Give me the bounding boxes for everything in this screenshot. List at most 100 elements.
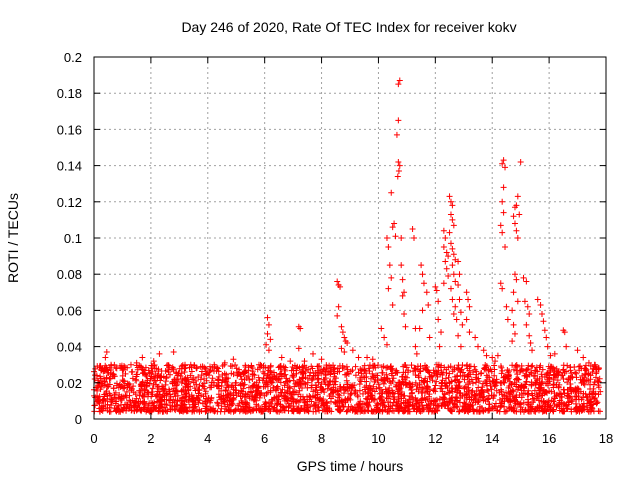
background-point: [449, 368, 456, 375]
background-point: [107, 370, 114, 377]
data-point: [445, 273, 452, 280]
background-point: [104, 384, 111, 391]
background-point: [568, 406, 575, 413]
data-point: [449, 262, 456, 269]
data-point: [591, 361, 598, 368]
background-point: [334, 368, 341, 375]
background-point: [472, 399, 479, 406]
data-point: [447, 211, 454, 218]
data-point: [499, 160, 506, 167]
data-point: [103, 349, 110, 356]
background-point: [133, 395, 140, 402]
background-point: [408, 362, 415, 369]
data-point: [338, 323, 345, 330]
data-point: [497, 280, 504, 287]
background-point: [502, 373, 509, 380]
background-point: [459, 362, 466, 369]
background-point: [280, 392, 287, 399]
background-point: [171, 403, 178, 410]
background-point: [553, 403, 560, 410]
background-point: [282, 371, 289, 378]
x-tick-label: 16: [542, 431, 556, 446]
background-point: [433, 378, 440, 385]
data-point: [595, 365, 602, 372]
background-point: [196, 382, 203, 389]
background-point: [222, 396, 229, 403]
background-point: [229, 401, 236, 408]
background-point: [240, 385, 247, 392]
background-point: [441, 380, 448, 387]
background-point: [507, 391, 514, 398]
data-point: [150, 358, 157, 365]
data-point: [182, 361, 189, 368]
background-point: [518, 404, 525, 411]
background-point: [583, 366, 590, 373]
background-point: [97, 386, 104, 393]
background-point: [588, 407, 595, 414]
background-point: [529, 392, 536, 399]
background-point: [239, 392, 246, 399]
data-point: [513, 202, 520, 209]
background-point: [208, 395, 215, 402]
background-point: [122, 392, 129, 399]
background-point: [584, 406, 591, 413]
background-point: [589, 393, 596, 400]
x-axis-label: GPS time / hours: [297, 458, 404, 474]
data-point: [433, 287, 440, 294]
background-point: [228, 402, 235, 409]
background-point: [218, 387, 225, 394]
y-tick-label: 0.2: [64, 50, 82, 65]
background-point: [496, 408, 503, 415]
background-point: [379, 407, 386, 414]
background-point: [221, 408, 228, 415]
data-point: [170, 349, 177, 356]
background-point: [531, 387, 538, 394]
background-point: [289, 372, 296, 379]
background-point: [432, 382, 439, 389]
background-point: [217, 396, 224, 403]
background-point: [315, 403, 322, 410]
data-point: [563, 343, 570, 350]
background-point: [530, 373, 537, 380]
background-point: [367, 393, 374, 400]
background-point: [515, 384, 522, 391]
background-point: [403, 381, 410, 388]
background-point: [121, 362, 128, 369]
background-point: [424, 384, 431, 391]
background-point: [550, 398, 557, 405]
background-point: [378, 393, 385, 400]
background-point: [340, 390, 347, 397]
data-point: [412, 343, 419, 350]
background-point: [572, 369, 579, 376]
data-point: [432, 283, 439, 290]
background-point: [273, 376, 280, 383]
background-point: [195, 386, 202, 393]
background-point: [423, 383, 430, 390]
background-point: [274, 385, 281, 392]
background-point: [203, 403, 210, 410]
background-point: [316, 407, 323, 414]
data-point: [527, 339, 534, 346]
background-point: [236, 400, 243, 407]
background-point: [381, 402, 388, 409]
background-point: [149, 368, 156, 375]
background-point: [479, 394, 486, 401]
background-point: [324, 385, 331, 392]
background-point: [478, 389, 485, 396]
background-point: [263, 379, 270, 386]
background-point: [465, 381, 472, 388]
background-point: [539, 366, 546, 373]
x-tick-labels: 0 2 4 6 8 10 12 14 16 18: [90, 431, 613, 446]
background-point: [317, 383, 324, 390]
background-point: [161, 392, 168, 399]
data-point: [450, 222, 457, 229]
background-point: [141, 400, 148, 407]
background-point: [228, 370, 235, 377]
background-point: [515, 376, 522, 383]
background-point: [238, 406, 245, 413]
background-point: [531, 367, 538, 374]
background-point: [138, 364, 145, 371]
background-point: [388, 366, 395, 373]
background-point: [565, 401, 572, 408]
data-point: [435, 298, 442, 305]
